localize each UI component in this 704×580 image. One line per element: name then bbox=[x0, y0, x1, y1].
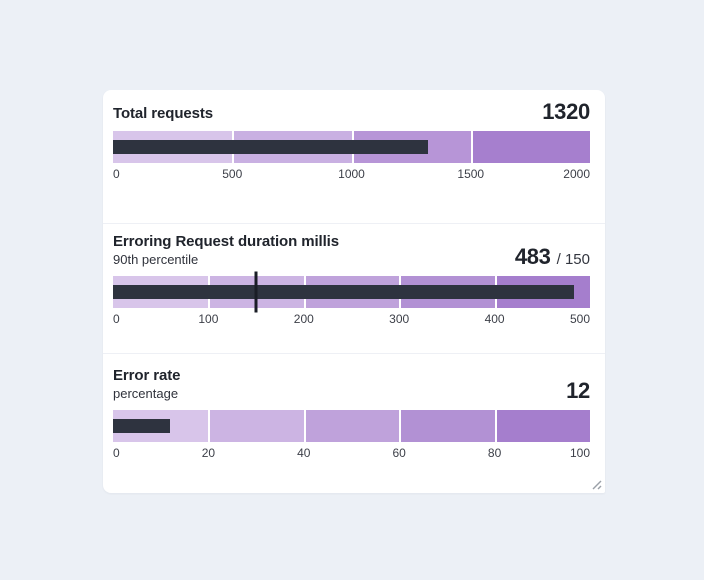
axis-tick-label: 200 bbox=[293, 312, 314, 326]
chart-header: Total requests 1320 bbox=[113, 100, 590, 123]
bullet-graph bbox=[113, 410, 590, 442]
axis-tick-label: 500 bbox=[222, 167, 243, 181]
bullet-graph bbox=[113, 271, 590, 313]
measure-bar bbox=[113, 285, 574, 299]
resize-grip-icon[interactable] bbox=[590, 478, 602, 490]
chart-subtitle: percentage bbox=[113, 386, 179, 401]
chart-target-label: / 150 bbox=[556, 251, 590, 268]
axis-tick-label: 100 bbox=[569, 446, 590, 460]
chart-title: Erroring Request duration millis bbox=[113, 233, 339, 250]
chart-title-block: Erroring Request duration millis 90th pe… bbox=[113, 232, 339, 268]
axis-tick-labels: 0 100 200 300 400 500 bbox=[113, 312, 590, 327]
chart-title-block: Total requests bbox=[113, 104, 213, 123]
chart-subtitle: 90th percentile bbox=[113, 252, 199, 267]
chart-value-block: 1320 bbox=[542, 100, 590, 123]
chart-value: 12 bbox=[566, 378, 590, 403]
qualitative-band bbox=[399, 410, 495, 442]
axis-tick-label: 0 bbox=[113, 312, 120, 326]
bullet-chart-erroring-request-duration: Erroring Request duration millis 90th pe… bbox=[103, 223, 605, 353]
axis-tick-label: 100 bbox=[198, 312, 219, 326]
chart-value-block: 483 / 150 bbox=[515, 245, 590, 268]
chart-header: Erroring Request duration millis 90th pe… bbox=[113, 232, 590, 268]
qualitative-band bbox=[470, 131, 590, 163]
axis-tick-label: 500 bbox=[569, 312, 590, 326]
measure-bar bbox=[113, 419, 171, 433]
axis-tick-label: 0 bbox=[113, 167, 120, 181]
axis-tick-label: 1000 bbox=[338, 167, 365, 181]
axis-tick-label: 20 bbox=[201, 446, 216, 460]
qualitative-band bbox=[208, 410, 304, 442]
chart-value: 483 bbox=[514, 244, 551, 269]
measure-bar bbox=[113, 140, 428, 154]
axis-tick-label: 80 bbox=[487, 446, 502, 460]
axis-tick-label: 0 bbox=[113, 446, 120, 460]
bullet-graph bbox=[113, 131, 590, 163]
chart-title: Error rate bbox=[113, 367, 181, 384]
axis-tick-label: 300 bbox=[389, 312, 410, 326]
axis-tick-label: 400 bbox=[484, 312, 505, 326]
qualitative-band bbox=[494, 410, 590, 442]
chart-title-block: Error rate percentage bbox=[113, 366, 180, 402]
chart-header: Error rate percentage 12 bbox=[113, 366, 590, 402]
bullet-chart-error-rate: Error rate percentage 12 0 20 40 60 80 100 bbox=[103, 353, 605, 492]
axis-tick-label: 60 bbox=[392, 446, 406, 460]
bullet-chart-total-requests: Total requests 1320 0 500 1000 1500 2000 bbox=[103, 90, 605, 223]
chart-title: Total requests bbox=[113, 105, 214, 122]
axis-tick-label: 1500 bbox=[457, 167, 485, 181]
target-marker bbox=[254, 271, 258, 313]
axis-tick-label: 40 bbox=[297, 446, 311, 460]
qualitative-band bbox=[303, 410, 400, 442]
axis-tick-labels: 0 20 40 60 80 100 bbox=[113, 446, 590, 461]
axis-tick-label: 2000 bbox=[563, 167, 590, 181]
axis-tick-labels: 0 500 1000 1500 2000 bbox=[113, 167, 590, 182]
chart-value-block: 12 bbox=[566, 379, 590, 402]
metrics-panel: Total requests 1320 0 500 1000 1500 2000 Err… bbox=[103, 90, 605, 493]
chart-value: 1320 bbox=[542, 99, 590, 124]
